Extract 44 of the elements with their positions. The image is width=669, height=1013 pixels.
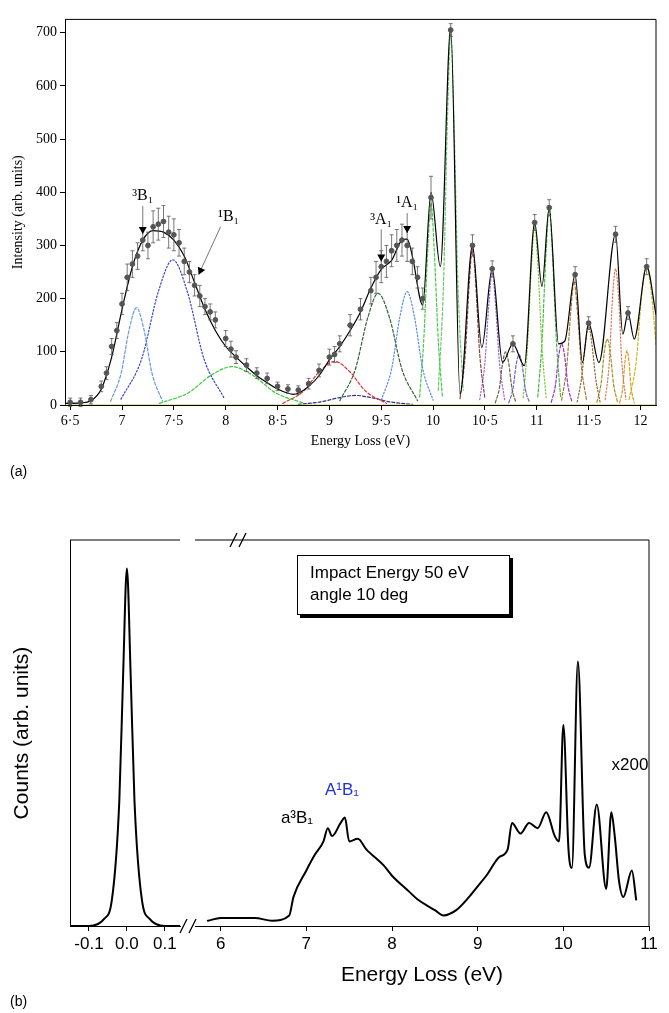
x-tick-label: 10·5 (472, 413, 498, 429)
y-tick-label: 700 (36, 24, 57, 40)
x-tick-label: 11 (530, 413, 544, 429)
x-tick-label: 0.0 (115, 933, 139, 953)
x-tick-label: 7 (118, 413, 126, 429)
y-tick-label: 200 (36, 290, 57, 306)
x-tick-label: 9 (325, 413, 333, 429)
x-tick-label: 9·5 (371, 413, 391, 429)
text: (b) (10, 993, 28, 1009)
y-tick-label: 0 (50, 396, 57, 412)
x-tick-label: 7·5 (164, 413, 184, 429)
x-tick-label: 6 (215, 933, 226, 953)
text: Impact Energy 50 eV (310, 562, 469, 584)
x-tick-label: 8 (387, 933, 397, 953)
annotation: A¹B₁ (324, 779, 360, 799)
x-tick-label: 10 (553, 933, 573, 953)
y-tick-label: 400 (36, 183, 57, 199)
x-tick-label: 7 (301, 933, 312, 953)
annotation: a³B₁ (280, 807, 314, 827)
x-tick-label: 11 (640, 933, 658, 953)
y-tick-label: 300 (36, 237, 57, 253)
annotation: x200 (611, 754, 649, 774)
y-tick-label: 600 (36, 77, 57, 93)
y-tick-label: 500 (36, 130, 57, 146)
text: angle 10 deg (310, 584, 410, 606)
y-axis-title: Intensity (arb. units) (10, 154, 27, 270)
x-tick-label: 10 (426, 413, 441, 429)
y-tick-label: 100 (36, 343, 57, 359)
x-tick-label: 8·5 (268, 413, 287, 429)
annotation: ³A₁ (370, 209, 393, 227)
annotation: ¹B₁ (218, 206, 240, 224)
text: (a) (10, 463, 28, 479)
x-axis-title: Energy Loss (eV) (310, 433, 411, 450)
y-axis-title: Counts (arb. units) (9, 646, 33, 820)
annotation: ¹A₁ (396, 193, 419, 211)
x-tick-label: 9 (472, 933, 483, 953)
x-tick-label: 12 (633, 413, 648, 429)
annotation: ³B₁ (132, 186, 154, 204)
x-tick-label: 8 (222, 413, 230, 429)
x-tick-label: 0.1 (153, 933, 177, 953)
x-axis-title: Energy Loss (eV) (340, 962, 504, 986)
x-tick-label: 11·5 (576, 413, 602, 429)
x-tick-label: -0.1 (74, 933, 104, 953)
x-tick-label: 6·5 (60, 413, 80, 429)
